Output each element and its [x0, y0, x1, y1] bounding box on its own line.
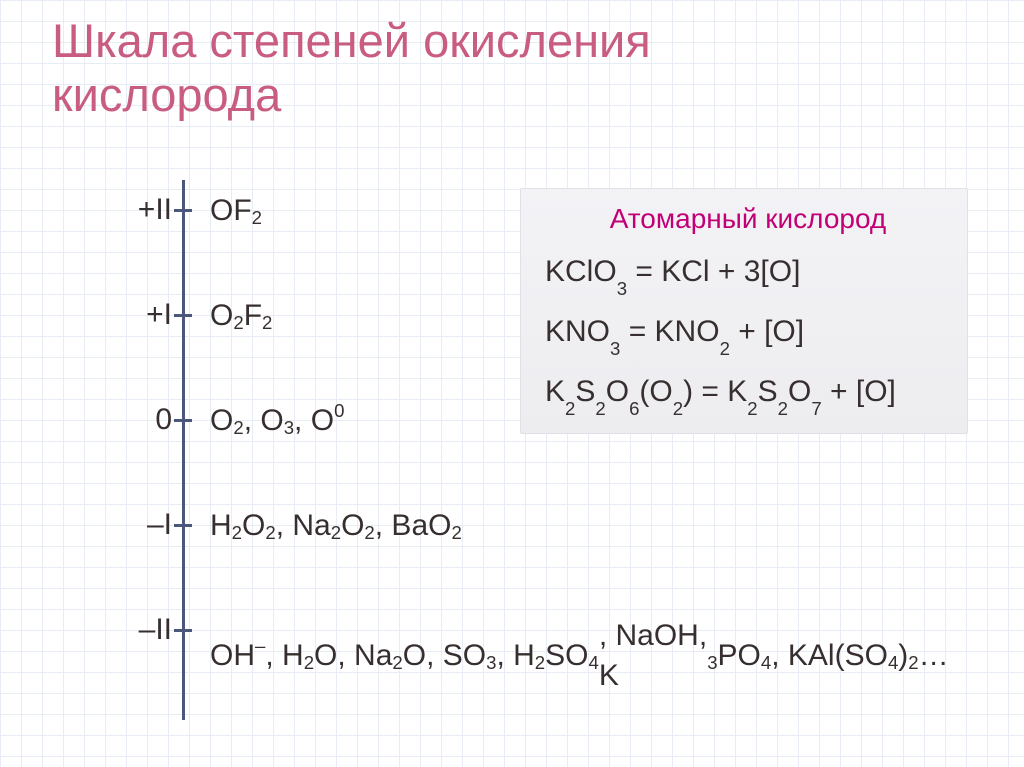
- scale-label: H2O2, Na2O2, BaO2: [210, 509, 949, 543]
- scale-number: –I: [147, 509, 172, 541]
- scale-tick: [174, 419, 192, 422]
- scale-number: –II: [139, 614, 172, 646]
- title-line2: кислорода: [52, 68, 281, 121]
- atomic-oxygen-box: Атомарный кислород KClO3 = KCl + 3[O] KNO…: [520, 188, 968, 434]
- equation: K2S2O6(O2) = K2S2O7 + [O]: [545, 377, 951, 407]
- scale-tick: [174, 314, 192, 317]
- equation: KClO3 = KCl + 3[O]: [545, 257, 951, 287]
- page-title: Шкала степеней окисления кислорода: [52, 14, 651, 122]
- scale-number: 0: [155, 404, 172, 436]
- scale-tick: [174, 524, 192, 527]
- scale-number: +I: [146, 299, 172, 331]
- scale-numbers: +II +I 0 –I –II: [110, 180, 172, 720]
- equation: KNO3 = KNO2 + [O]: [545, 317, 951, 347]
- box-title: Атомарный кислород: [545, 203, 951, 235]
- scale-vertical-line: [182, 180, 185, 720]
- scale-tick: [174, 209, 192, 212]
- title-line1: Шкала степеней окисления: [52, 14, 651, 67]
- scale-number: +II: [138, 194, 172, 226]
- scale-tick: [174, 629, 192, 632]
- scale-label: OH–, H2O, Na2O, SO3, H2SO4, NaOH,K3PO4, …: [210, 612, 949, 700]
